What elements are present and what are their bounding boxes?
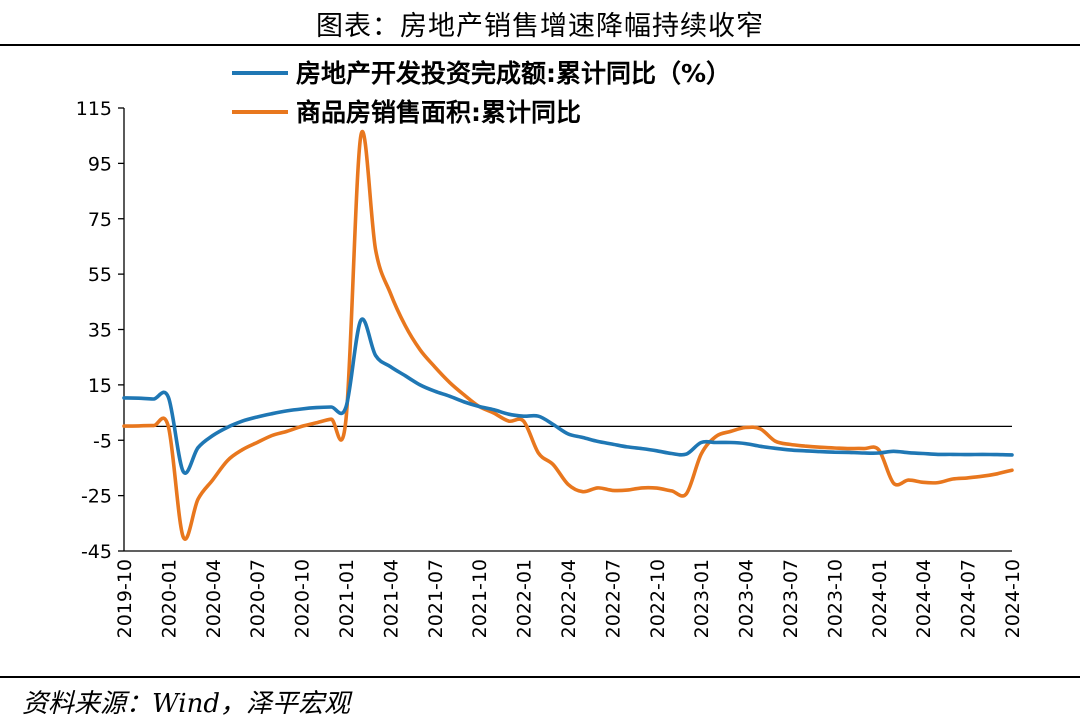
x-tick-label: 2024-04 [913,559,935,638]
legend-label-investment: 房地产开发投资完成额:累计同比（%） [296,59,731,88]
y-tick-label: 55 [88,264,112,286]
title-divider [0,44,1080,46]
x-tick-label: 2020-07 [247,559,269,638]
y-tick-label: -45 [81,541,112,563]
chart-title: 图表：房地产销售增速降幅持续收窄 [316,11,764,42]
line-chart: 房地产开发投资完成额:累计同比（%） 商品房销售面积:累计同比 115 95 75 5… [76,59,1024,638]
y-tick-label: -5 [93,430,112,452]
y-tick-label: 115 [76,98,112,120]
source-note: 资料来源：Wind，泽平宏观 [22,689,350,719]
x-tick-label: 2023-04 [736,559,758,638]
investment-series-line [122,317,1014,475]
y-tick-label: 15 [88,375,112,397]
x-tick-label: 2020-10 [292,559,314,638]
legend-label-sales-area: 商品房销售面积:累计同比 [296,98,581,127]
x-tick-label: 2023-07 [780,559,802,638]
x-tick-label: 2023-10 [824,559,846,638]
x-tick-label: 2019-10 [114,559,136,638]
x-tick-label: 2024-10 [1002,559,1024,638]
y-tick-label: -25 [81,486,112,508]
x-tick-label: 2022-10 [647,559,669,638]
x-tick-label: 2021-01 [336,559,358,638]
x-tick-label: 2020-01 [158,559,180,638]
x-tick-label: 2022-07 [602,559,624,638]
legend: 房地产开发投资完成额:累计同比（%） 商品房销售面积:累计同比 [232,59,731,127]
x-tick-label: 2021-04 [380,559,402,638]
x-tick-label: 2021-07 [425,559,447,638]
x-tick-label: 2022-04 [558,559,580,638]
source-divider [0,676,1080,678]
y-tick-label: 35 [88,320,112,342]
x-tick-label: 2020-04 [203,559,225,638]
y-tick-label: 95 [88,153,112,175]
x-tick-label: 2024-07 [958,559,980,638]
x-tick-label: 2024-01 [869,559,891,638]
y-tick-label: 75 [88,209,112,231]
plot-area [122,130,1014,541]
sales-area-series-line [122,130,1014,541]
x-tick-label: 2022-01 [514,559,536,638]
x-tick-label: 2021-10 [469,559,491,638]
x-tick-label: 2023-01 [691,559,713,638]
